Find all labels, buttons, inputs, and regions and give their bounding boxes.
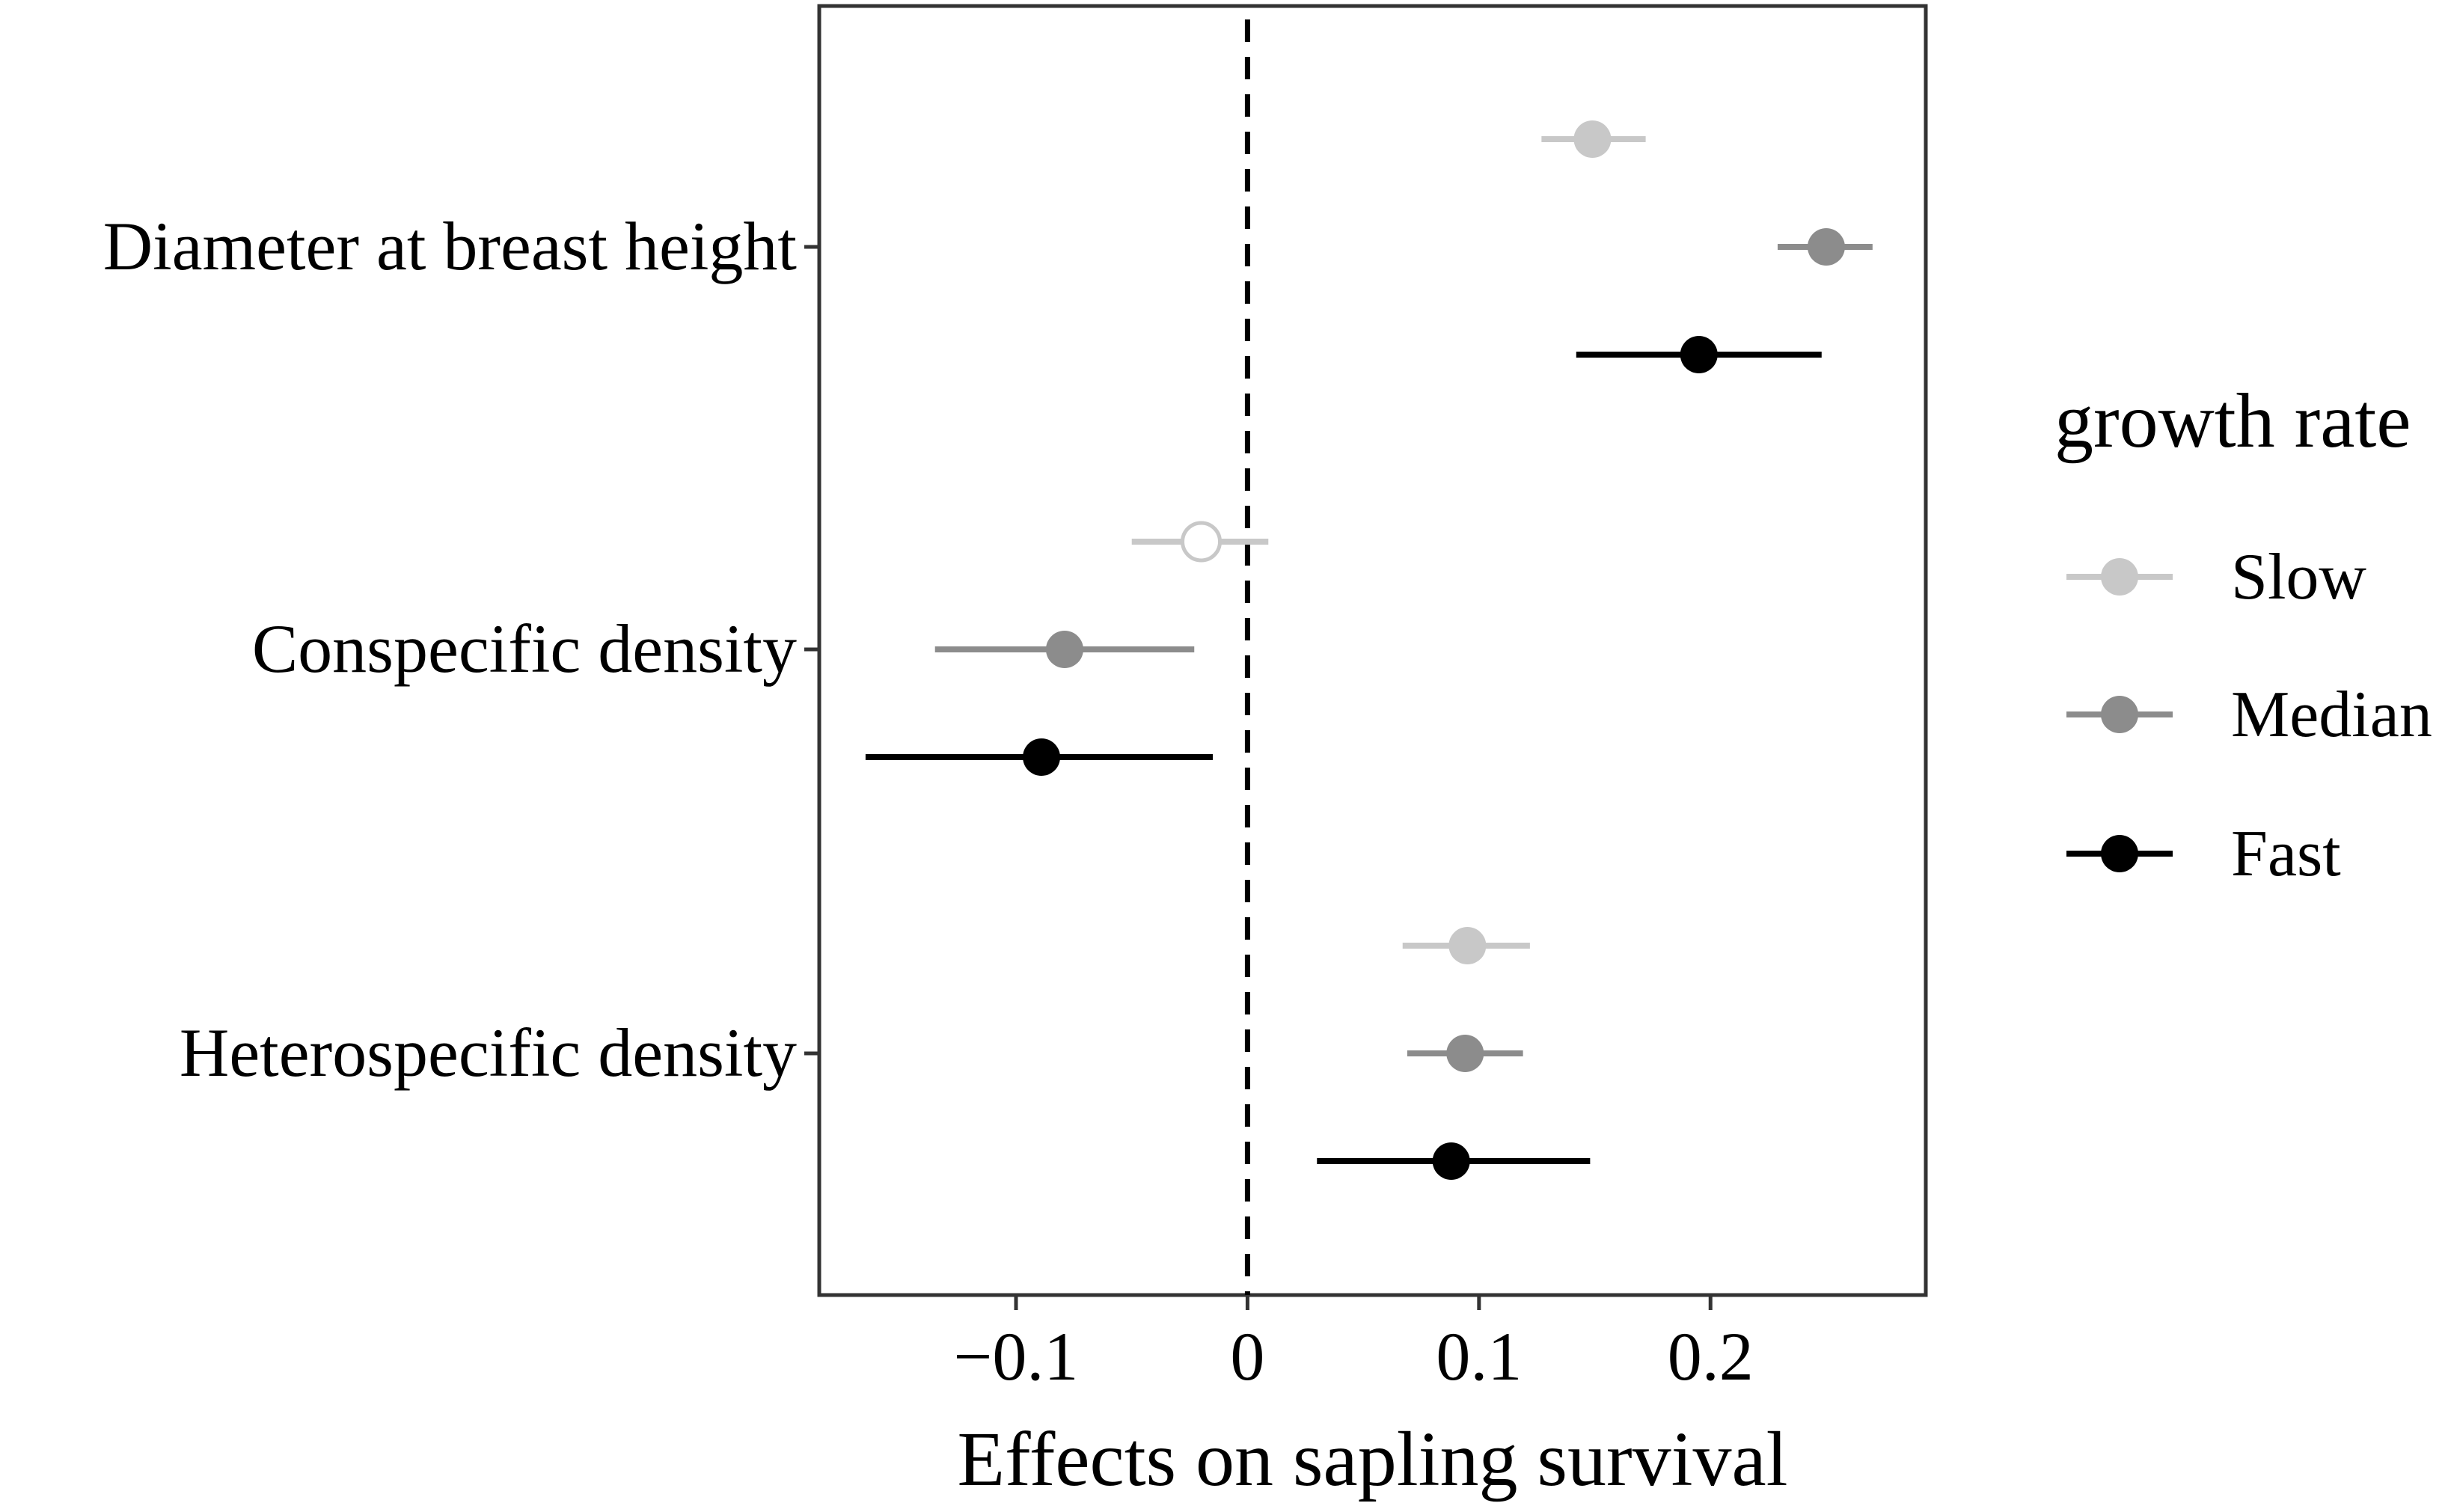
plot-layer: −0.1 0 0.1 0.2 Effects on sapling survival Di… [103,4,1928,1502]
x-axis-title: Effects on sapling survival [957,1416,1787,1502]
estimate-point [1045,631,1083,668]
legend: growth rate Slow Median Fast [2054,378,2432,890]
estimate-point [1446,1035,1484,1072]
legend-label: Median [2231,679,2432,751]
x-tick-label: −0.1 [954,1318,1079,1395]
legend-key-point [2101,558,2138,596]
estimate-point [1807,228,1845,266]
legend-key-point [2101,835,2138,872]
category-label: Diameter at breast height [103,208,798,284]
legend-key-point [2101,696,2138,733]
legend-label: Slow [2231,541,2366,613]
x-tick-label: 0.2 [1668,1318,1754,1395]
estimate-point [1023,738,1061,776]
x-tick-label: 0.1 [1436,1318,1522,1395]
estimate-point [1432,1142,1470,1180]
category-label: Heterospecific density [180,1014,797,1091]
category-label: Conspecific density [252,610,797,687]
legend-title: growth rate [2054,378,2411,464]
estimate-point [1448,927,1487,964]
estimate-point [1680,336,1718,373]
x-tick-label: 0 [1230,1318,1264,1395]
legend-label: Fast [2231,818,2341,890]
estimate-point [1181,521,1223,563]
estimate-point [1573,120,1612,158]
